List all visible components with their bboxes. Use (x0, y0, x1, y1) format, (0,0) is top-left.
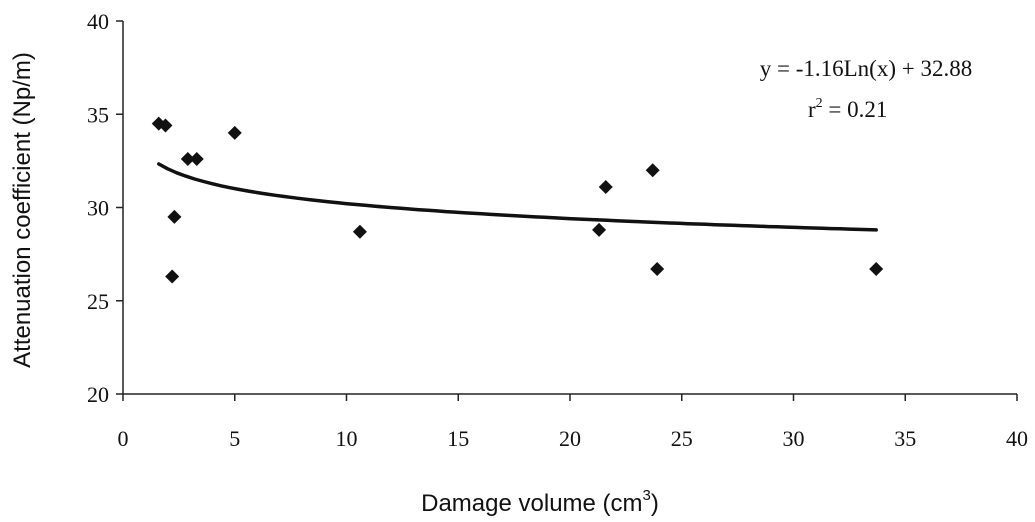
data-point (645, 163, 660, 178)
x-tick-label: 15 (447, 426, 469, 451)
equation-label: y = -1.16Ln(x) + 32.88 (760, 56, 972, 81)
x-tick-label: 25 (671, 426, 693, 451)
x-tick-label: 0 (118, 426, 129, 451)
y-tick-label: 35 (87, 102, 109, 127)
data-point (592, 222, 607, 237)
data-point (869, 262, 884, 277)
x-tick-label: 35 (894, 426, 916, 451)
trendline (157, 162, 878, 232)
y-ticks: 20 25 30 35 40 (87, 9, 123, 407)
y-axis-title: Attenuation coefficient (Np/m) (9, 52, 36, 368)
r-squared-superscript: 2 (816, 96, 823, 111)
x-axis-title-text: Damage volume (cm (421, 490, 642, 517)
data-point (352, 224, 367, 239)
data-point (158, 118, 173, 133)
r-squared-r: r (808, 97, 816, 122)
x-tick-label: 20 (559, 426, 581, 451)
x-ticks: 0 5 10 15 20 25 30 35 40 (118, 394, 1028, 451)
data-point (650, 262, 665, 277)
y-tick-label: 30 (87, 196, 109, 221)
x-tick-label: 10 (336, 426, 358, 451)
x-axis-title-superscript: 3 (643, 487, 651, 504)
data-point (189, 152, 204, 167)
y-tick-label: 20 (87, 382, 109, 407)
y-tick-label: 25 (87, 289, 109, 314)
data-point (227, 125, 242, 140)
data-points (151, 116, 884, 284)
x-axis-title-end: ) (651, 490, 659, 517)
x-tick-label: 40 (1006, 426, 1028, 451)
x-tick-label: 5 (229, 426, 240, 451)
r-squared-value: = 0.21 (823, 97, 888, 122)
x-axis-title: Damage volume (cm3) (421, 487, 659, 517)
y-tick-label: 40 (87, 9, 109, 34)
data-point (598, 179, 613, 194)
data-point (165, 269, 180, 284)
data-point (180, 152, 195, 167)
x-tick-label: 30 (783, 426, 805, 451)
r-squared-label: r2 = 0.21 (808, 96, 887, 122)
data-point (167, 209, 182, 224)
